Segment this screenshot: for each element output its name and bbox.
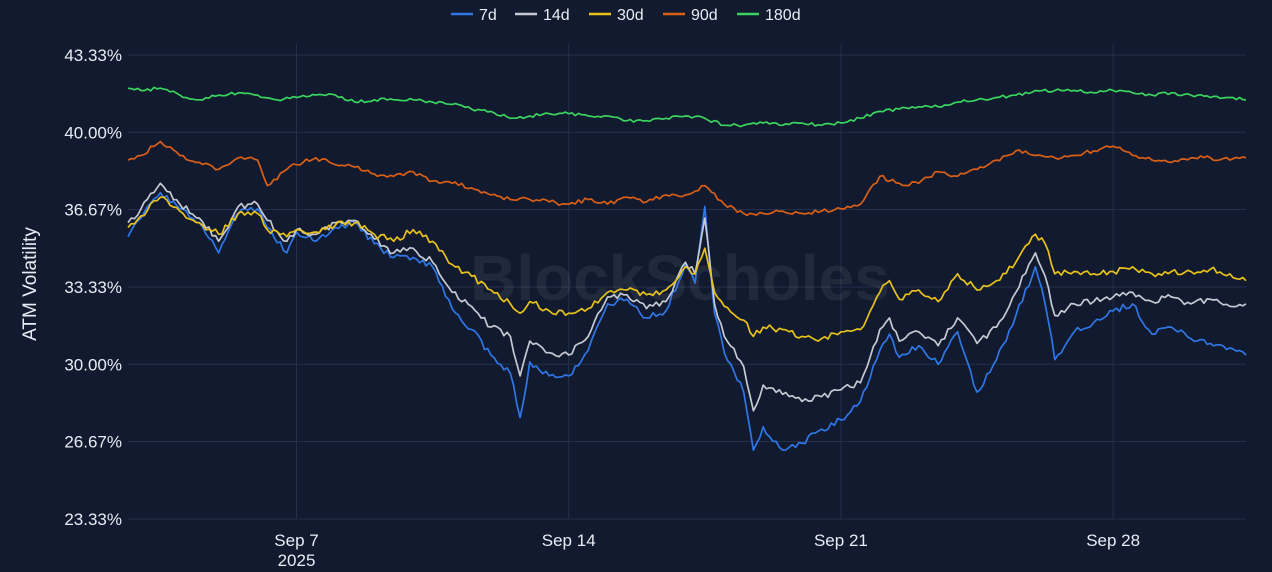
legend[interactable]: 7d 14d 30d 90d 180d — [451, 7, 801, 24]
legend-label: 30d — [617, 7, 644, 24]
series-line-30d — [127, 196, 1247, 342]
y-tick-label: 36.67% — [64, 201, 122, 220]
legend-label: 180d — [765, 7, 801, 24]
y-axis-title: ATM Volatility — [20, 227, 41, 341]
legend-label: 14d — [543, 7, 570, 24]
y-tick-label: 40.00% — [64, 123, 122, 142]
legend-label: 7d — [479, 7, 497, 24]
y-tick-label: 30.00% — [64, 355, 122, 374]
legend-label: 90d — [691, 7, 718, 24]
series-line-90d — [127, 140, 1247, 217]
gridlines — [128, 44, 1246, 520]
x-tick-label: Sep 7 — [274, 531, 318, 550]
x-tick-label: Sep 28 — [1086, 531, 1140, 550]
series-line-14d — [127, 182, 1247, 412]
y-tick-label: 43.33% — [64, 46, 122, 65]
legend-item-7d[interactable]: 7d — [451, 7, 497, 24]
legend-item-14d[interactable]: 14d — [515, 7, 570, 24]
y-tick-label: 26.67% — [64, 433, 122, 452]
series-lines — [127, 86, 1247, 451]
y-tick-label: 23.33% — [64, 510, 122, 529]
legend-item-90d[interactable]: 90d — [663, 7, 718, 24]
series-line-180d — [127, 86, 1247, 128]
y-tick-label: 33.33% — [64, 278, 122, 297]
x-tick-year-label: 2025 — [278, 551, 316, 567]
legend-item-180d[interactable]: 180d — [737, 7, 801, 24]
y-axis-ticks: 43.33% 40.00% 36.67% 33.33% 30.00% 26.67% 23.3… — [64, 46, 122, 529]
x-tick-label: Sep 21 — [814, 531, 868, 550]
legend-item-30d[interactable]: 30d — [589, 7, 644, 24]
x-tick-label: Sep 14 — [542, 531, 596, 550]
